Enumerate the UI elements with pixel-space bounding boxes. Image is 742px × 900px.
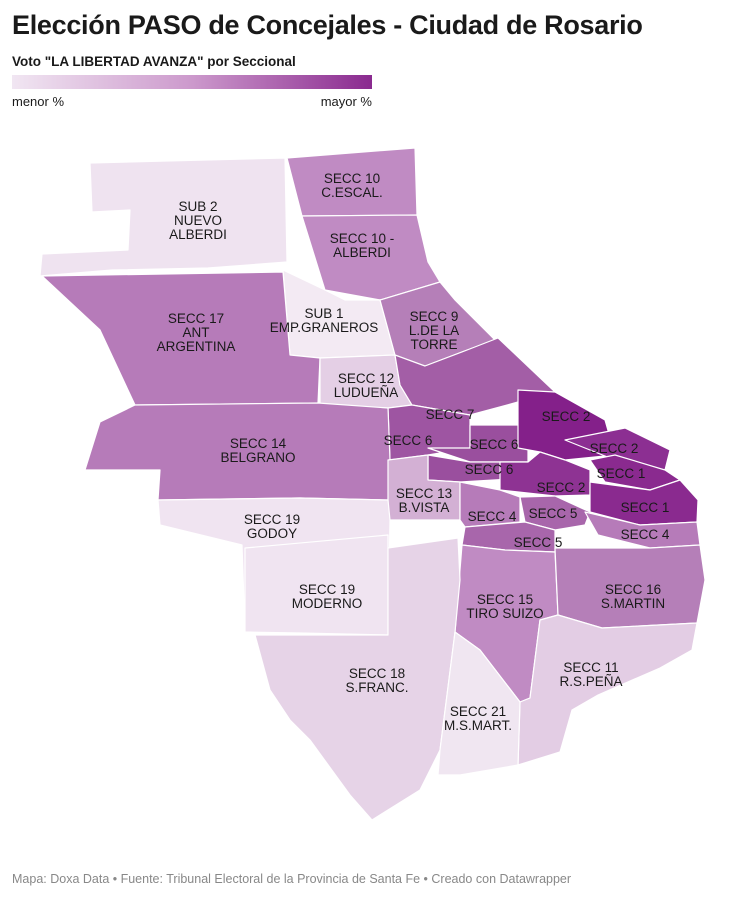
region-label-secc-19-godoy-22: SECC 19 GODOY xyxy=(244,512,300,541)
region-label-secc-19-moderno-23: SECC 19 MODERNO xyxy=(292,582,363,611)
legend-min-label: menor % xyxy=(12,94,65,109)
region-label-secc-14-belgrano-16: SECC 14 BELGRANO xyxy=(220,436,295,465)
region-label-secc-16-s-martin-25: SECC 16 S.MARTIN xyxy=(601,582,665,611)
region-secc-2-13[interactable] xyxy=(499,451,591,497)
region-label-secc-5-20: SECC 5 xyxy=(514,535,563,550)
region-label-secc-11-r-s-pena-27: SECC 11 R.S.PEÑA xyxy=(559,660,622,689)
region-label-secc-6-9: SECC 6 xyxy=(470,437,519,452)
region-label-secc-15-tiro-suizo-24: SECC 15 TIRO SUIZO xyxy=(466,592,543,621)
region-label-secc-2-11: SECC 2 xyxy=(542,409,591,424)
map-subtitle: Voto "LA LIBERTAD AVANZA" por Seccional xyxy=(12,54,296,69)
region-label-sub-2-nuevo-alberdi-0: SUB 2 NUEVO ALBERDI xyxy=(169,199,227,242)
region-label-secc-4-21: SECC 4 xyxy=(621,527,670,542)
region-label-secc-10-alberdi-2: SECC 10 -ALBERDI xyxy=(330,231,395,260)
region-label-secc-10-c-escal-1: SECC 10 C.ESCAL. xyxy=(321,171,383,200)
region-secc-19-moderno-23[interactable] xyxy=(244,534,389,636)
region-label-secc-1-14: SECC 1 xyxy=(597,466,646,481)
region-secc-1-15[interactable] xyxy=(589,479,699,526)
region-label-sub-1-emp-graneros-3: SUB 1 EMP.GRANEROS xyxy=(270,306,379,335)
legend-max-label: mayor % xyxy=(320,94,372,109)
region-sub-2-nuevo-alberdi-0[interactable] xyxy=(39,157,288,277)
region-secc-18-s-franc-26[interactable] xyxy=(254,537,461,821)
color-scale-legend xyxy=(12,75,372,89)
region-secc-11-r-s-pena-27[interactable] xyxy=(517,614,698,766)
region-label-secc-2-12: SECC 2 xyxy=(590,441,639,456)
region-label-secc-18-s-franc-26: SECC 18 S.FRANC. xyxy=(345,666,408,695)
region-label-secc-2-13: SECC 2 xyxy=(537,480,586,495)
region-label-secc-6-8: SECC 6 xyxy=(384,433,433,448)
region-label-secc-5-19: SECC 5 xyxy=(529,506,578,521)
region-label-secc-1-15: SECC 1 xyxy=(621,500,670,515)
region-label-secc-7-7: SECC 7 xyxy=(426,407,475,422)
region-label-secc-9-l-de-la-torre-5: SECC 9 L.DE LA TORRE xyxy=(409,309,459,352)
region-label-secc-21-m-s-mart-28: SECC 21 M.S.MART. xyxy=(444,704,512,733)
region-label-secc-12-luduena-6: SECC 12 LUDUEÑA xyxy=(334,371,399,400)
region-label-secc-17-ant-argentina-4: SECC 17 ANT ARGENTINA xyxy=(157,311,236,354)
region-label-secc-4-18: SECC 4 xyxy=(468,509,517,524)
region-label-secc-6-10: SECC 6 xyxy=(465,462,514,477)
map-title: Elección PASO de Concejales - Ciudad de … xyxy=(12,10,643,40)
region-secc-21-m-s-mart-28[interactable] xyxy=(437,631,521,776)
map-footer: Mapa: Doxa Data • Fuente: Tribunal Elect… xyxy=(12,872,572,886)
region-label-secc-13-b-vista-17: SECC 13 B.VISTA xyxy=(396,486,452,515)
region-secc-17-ant-argentina-4[interactable] xyxy=(41,271,321,406)
